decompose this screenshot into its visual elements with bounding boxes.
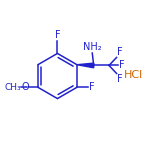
Text: NH₂: NH₂ <box>83 42 102 52</box>
Text: HCl: HCl <box>124 70 143 79</box>
Text: F: F <box>117 74 123 84</box>
Text: F: F <box>89 82 94 92</box>
Text: F: F <box>117 47 123 57</box>
Text: CH₃: CH₃ <box>4 83 21 92</box>
Text: O: O <box>21 82 29 92</box>
Polygon shape <box>77 63 94 68</box>
Text: F: F <box>119 60 125 70</box>
Text: F: F <box>55 30 60 40</box>
